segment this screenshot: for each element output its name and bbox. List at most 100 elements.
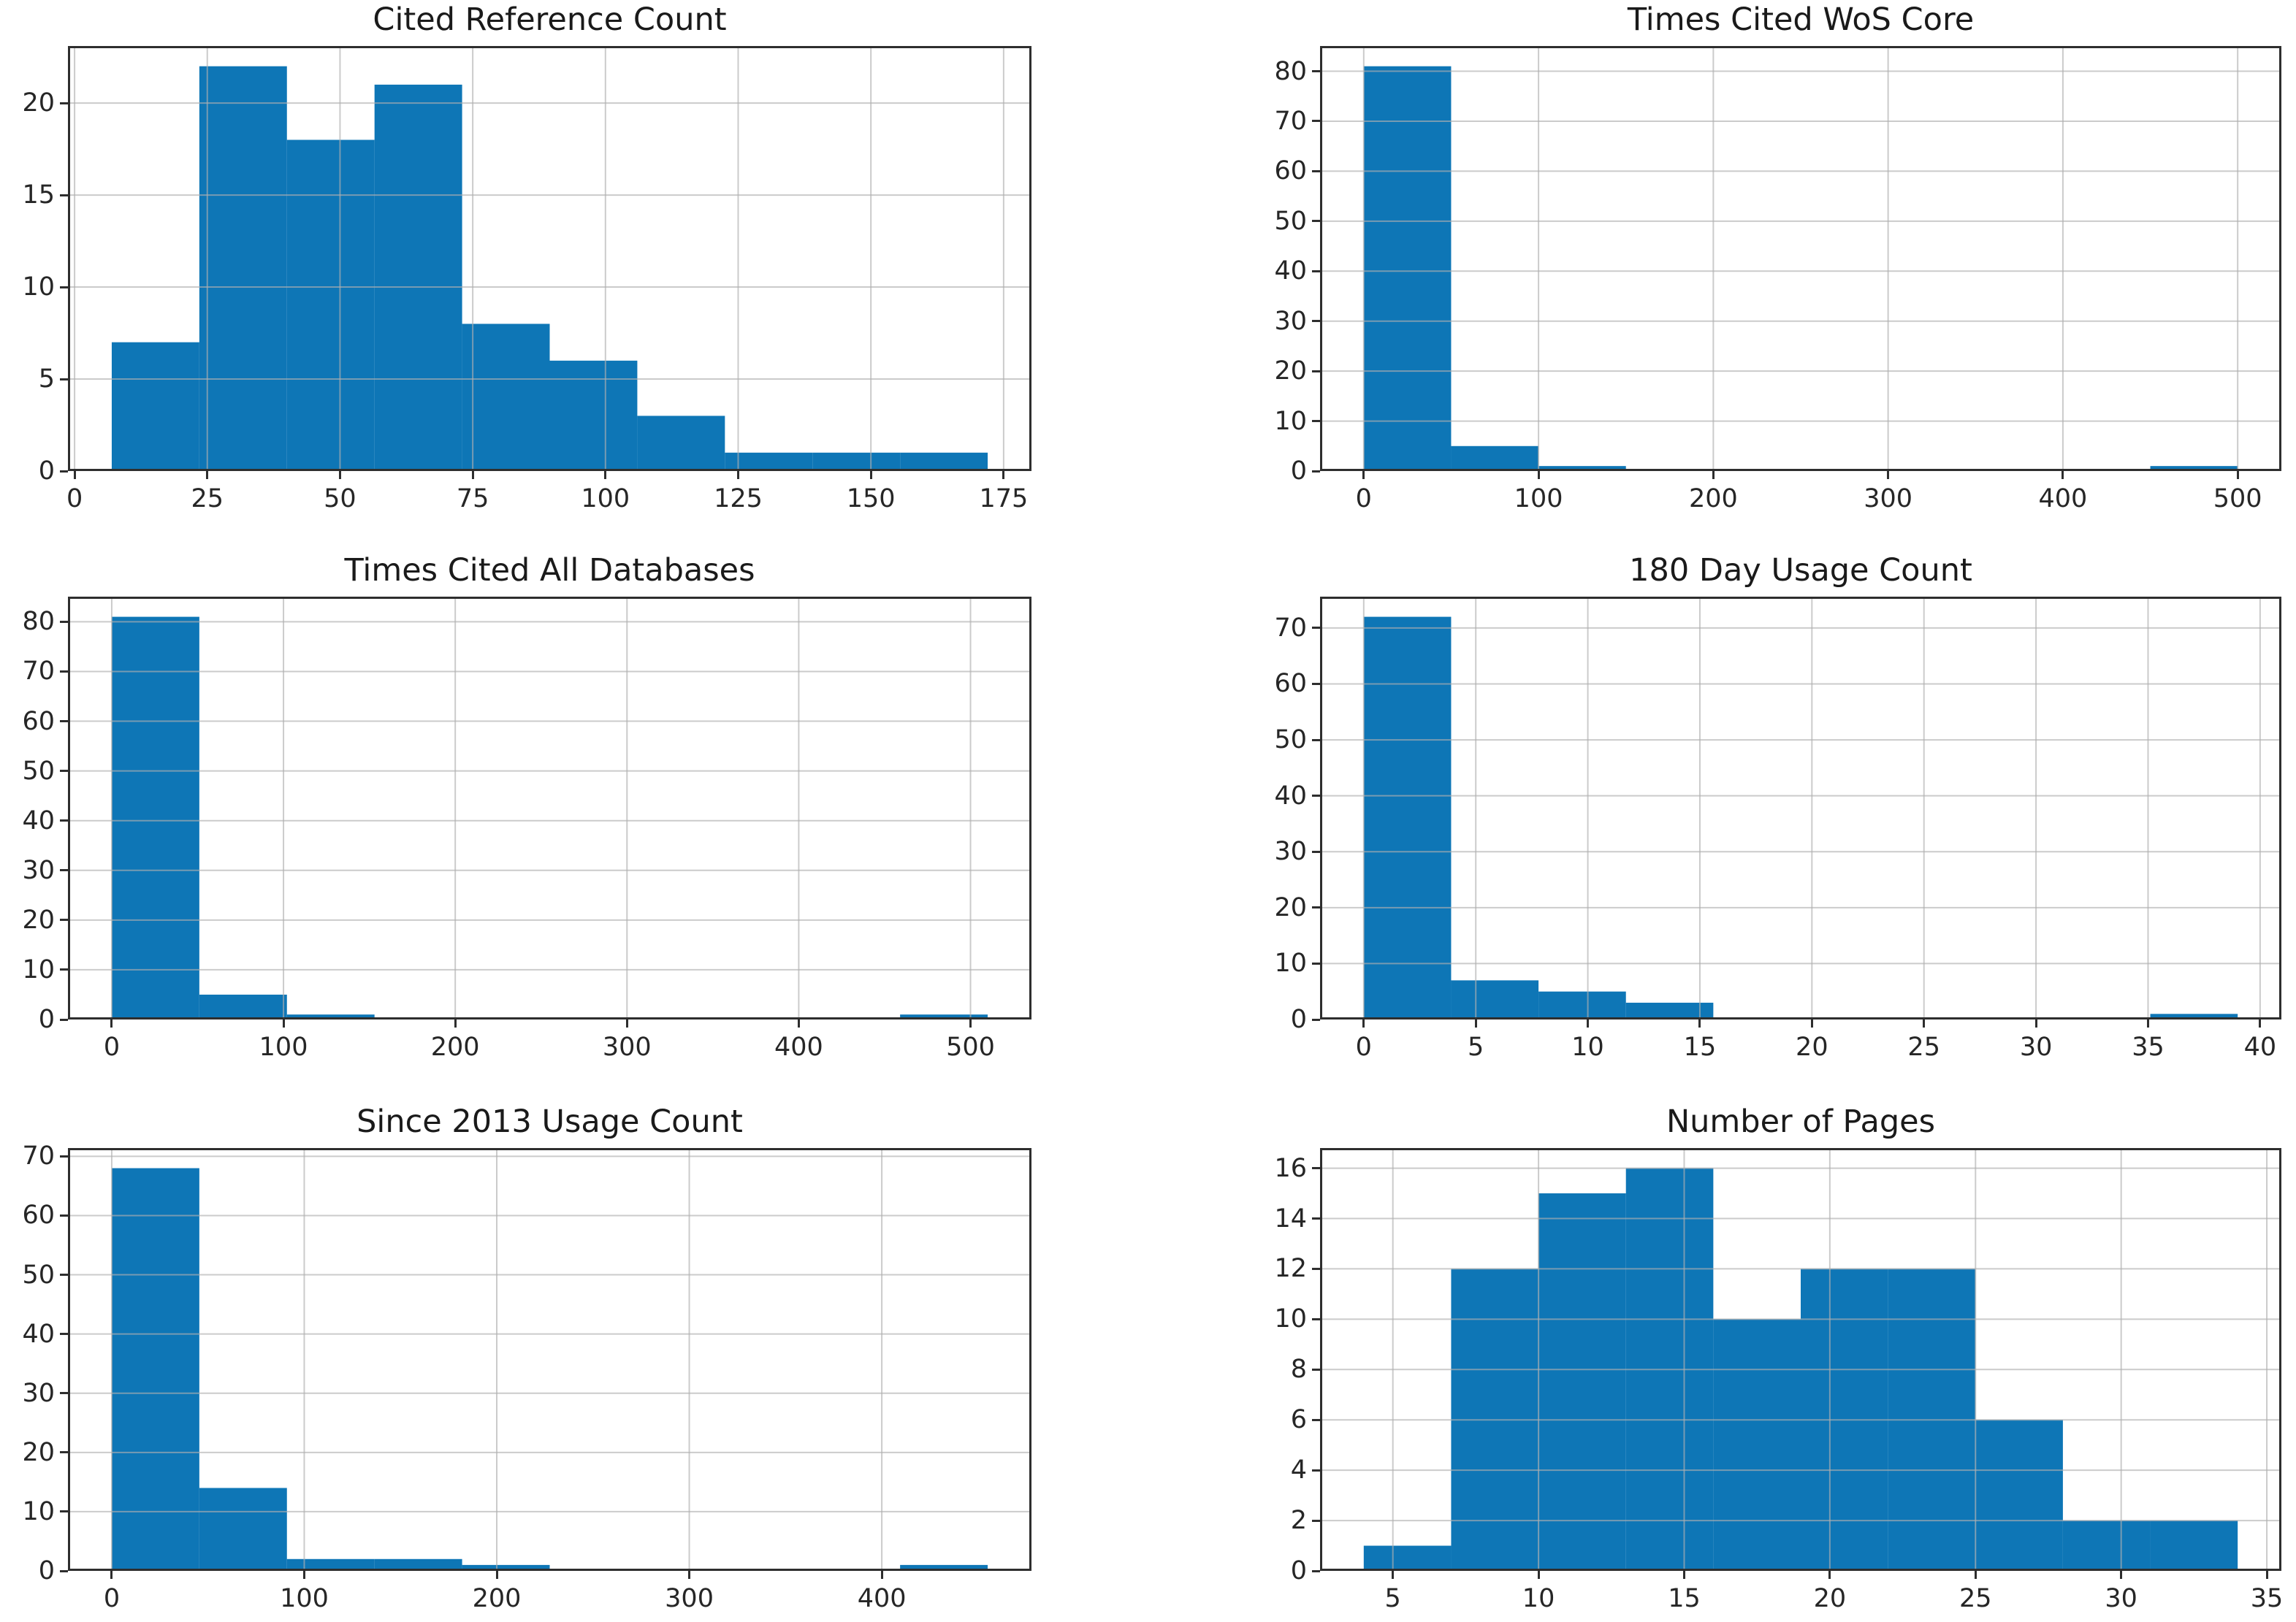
x-tick-label: 20	[1813, 1584, 1847, 1613]
x-tick-mark	[1537, 471, 1540, 479]
y-tick-label: 4	[1290, 1455, 1307, 1485]
y-tick-label: 15	[22, 180, 55, 210]
y-tick-label: 80	[22, 607, 55, 637]
y-tick-mark	[1312, 120, 1320, 123]
x-tick-mark	[495, 1571, 498, 1579]
x-tick-label: 0	[103, 1584, 121, 1613]
plot-border	[68, 597, 1031, 1020]
y-tick-label: 60	[22, 1201, 55, 1231]
x-tick-label: 300	[665, 1584, 714, 1613]
x-tick-label: 0	[1355, 484, 1372, 513]
y-tick-mark	[1312, 1167, 1320, 1170]
y-tick-label: 10	[22, 955, 55, 984]
x-tick-mark	[1923, 1020, 1926, 1028]
histogram-bar	[111, 616, 199, 1020]
histogram-bar	[111, 1168, 199, 1571]
x-tick-mark	[880, 1571, 883, 1579]
x-tick-label: 25	[1907, 1033, 1940, 1062]
y-tick-mark	[1312, 169, 1320, 172]
x-tick-label: 300	[602, 1033, 652, 1062]
histogram-times-cited-wos-core: Times Cited WoS Core 0 100 200 300 400 500 0 10…	[1274, 2, 2281, 513]
y-tick-mark	[60, 194, 68, 196]
histogram-bar	[725, 452, 813, 471]
x-tick-label: 5	[1384, 1584, 1401, 1613]
y-tick-label: 10	[22, 272, 55, 302]
x-tick-mark	[1887, 471, 1890, 479]
y-tick-mark	[1312, 738, 1320, 741]
x-tick-label: 500	[946, 1033, 995, 1062]
plot-region: 0 25 50 75 100 125 150 175 0 5 10 15 20	[22, 46, 1031, 513]
y-tick-label: 70	[22, 657, 55, 686]
y-tick-label: 10	[1274, 1304, 1307, 1334]
y-tick-label: 60	[1274, 156, 1307, 186]
x-tick-label: 0	[66, 484, 83, 513]
histogram-bar	[199, 1488, 287, 1571]
chart-title: Times Cited All Databases	[344, 551, 755, 589]
x-tick-label: 200	[472, 1584, 522, 1613]
histogram-since-2013-usage-count: Since 2013 Usage Count 0 100 200 300 400 0 10 2…	[22, 1104, 1031, 1613]
y-tick-mark	[1312, 1267, 1320, 1270]
plot-region: 0 5 10 15 20 25 30 35 40 0 10 20 30 40 50 60 70	[1274, 597, 2281, 1062]
x-tick-label: 100	[280, 1584, 329, 1613]
y-tick-mark	[1312, 906, 1320, 909]
chart-title: Times Cited WoS Core	[1627, 1, 1975, 38]
y-tick-mark	[60, 470, 68, 473]
histogram-bar	[462, 324, 550, 471]
x-tick-mark	[338, 471, 341, 479]
y-tick-label: 16	[1274, 1153, 1307, 1183]
y-tick-mark	[60, 1214, 68, 1217]
x-tick-label: 50	[324, 484, 356, 513]
histogram-bar	[2150, 1014, 2238, 1020]
histogram-bar	[2150, 1520, 2238, 1571]
histogram-bar	[1625, 1003, 1714, 1020]
x-tick-mark	[1682, 1571, 1685, 1579]
x-tick-label: 30	[2019, 1033, 2053, 1062]
histogram-bar	[199, 66, 287, 471]
y-tick-label: 0	[38, 1005, 55, 1034]
x-tick-label: 125	[714, 484, 763, 513]
y-tick-mark	[1312, 1368, 1320, 1371]
y-tick-label: 60	[1274, 669, 1307, 699]
x-tick-label: 400	[857, 1584, 907, 1613]
y-tick-mark	[60, 1333, 68, 1336]
histogram-bar	[286, 1014, 375, 1020]
histogram-bar	[1363, 1545, 1452, 1571]
y-tick-mark	[1312, 850, 1320, 853]
plot-region: 5 10 15 20 25 30 35 0 2 4 6 8 10 12 14 16	[1274, 1148, 2283, 1613]
x-tick-mark	[625, 1020, 628, 1028]
y-tick-mark	[1312, 627, 1320, 630]
chart-title: Number of Pages	[1666, 1103, 1936, 1140]
plot-border	[68, 46, 1031, 471]
x-tick-label: 100	[259, 1033, 308, 1062]
y-tick-label: 10	[1274, 949, 1307, 979]
x-tick-label: 100	[581, 484, 630, 513]
y-tick-label: 70	[22, 1141, 55, 1171]
histogram-bar	[1363, 66, 1452, 471]
x-tick-mark	[1712, 471, 1715, 479]
y-tick-label: 20	[1274, 892, 1307, 922]
x-tick-label: 200	[430, 1033, 480, 1062]
histogram-bar	[111, 342, 199, 471]
histogram-number-of-pages: Number of Pages 5 10 15 20 25 30 35 0 2 4 6 8 10 12 14…	[1274, 1104, 2283, 1613]
plot-border	[1320, 597, 2281, 1020]
y-tick-label: 70	[1274, 106, 1307, 136]
x-tick-mark	[1974, 1571, 1977, 1579]
y-tick-mark	[60, 770, 68, 773]
x-tick-mark	[869, 471, 872, 479]
x-tick-label: 0	[103, 1033, 121, 1062]
y-tick-label: 40	[1274, 781, 1307, 811]
x-tick-mark	[1362, 471, 1365, 479]
y-tick-mark	[60, 819, 68, 822]
y-tick-mark	[1312, 470, 1320, 473]
histogram-bar	[374, 1558, 462, 1571]
y-tick-label: 70	[1274, 613, 1307, 643]
y-tick-mark	[1312, 320, 1320, 323]
y-tick-mark	[1312, 1469, 1320, 1472]
x-tick-label: 20	[1796, 1033, 1828, 1062]
y-tick-label: 20	[1274, 356, 1307, 386]
y-tick-mark	[60, 1510, 68, 1513]
x-tick-mark	[1810, 1020, 1813, 1028]
x-tick-mark	[688, 1571, 691, 1579]
y-tick-mark	[1312, 220, 1320, 223]
